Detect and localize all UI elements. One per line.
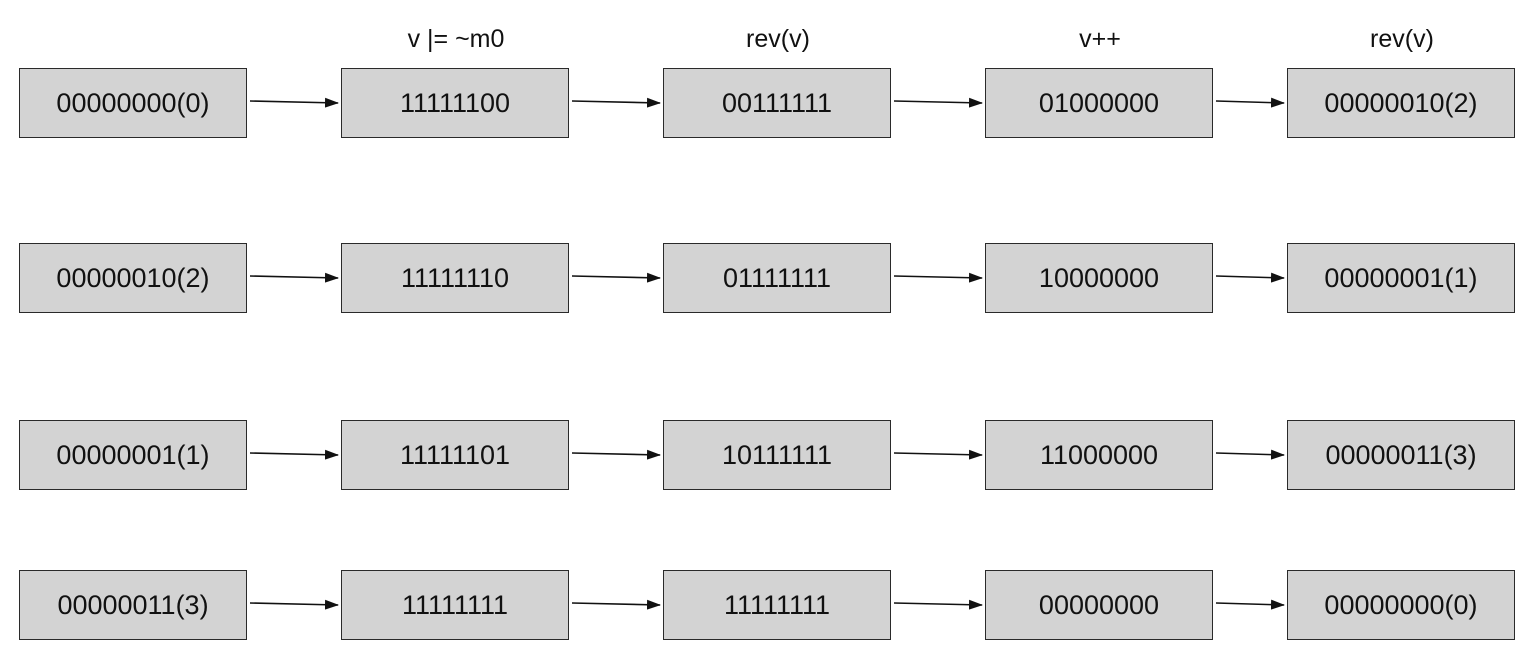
box-row2-col3: 01111111 (663, 243, 891, 313)
arrow-row3-step3 (893, 449, 983, 460)
step-label-or-not-mask: v |= ~m0 (407, 25, 505, 53)
box-row3-col2: 11111101 (341, 420, 569, 490)
box-row3-col4: 11000000 (985, 420, 1213, 490)
step-label-reverse-1: rev(v) (746, 25, 810, 53)
box-row4-col3: 11111111 (663, 570, 891, 640)
box-row1-col4: 01000000 (985, 68, 1213, 138)
box-row2-col1: 00000010(2) (19, 243, 247, 313)
box-row4-col5: 00000000(0) (1287, 570, 1515, 640)
arrow-row4-step2 (571, 599, 661, 610)
arrow-row1-step2 (571, 97, 661, 108)
arrow-row2-step3 (893, 272, 983, 283)
box-row3-col3: 10111111 (663, 420, 891, 490)
box-row1-col3: 00111111 (663, 68, 891, 138)
arrow-row4-step4 (1215, 599, 1285, 610)
box-row2-col2: 11111110 (341, 243, 569, 313)
arrow-row1-step3 (893, 97, 983, 108)
box-row3-col1: 00000001(1) (19, 420, 247, 490)
box-row4-col1: 00000011(3) (19, 570, 247, 640)
arrow-row3-step1 (249, 449, 339, 460)
arrow-row4-step1 (249, 599, 339, 610)
arrow-row2-step2 (571, 272, 661, 283)
arrow-row2-step1 (249, 272, 339, 283)
box-row4-col2: 11111111 (341, 570, 569, 640)
box-row1-col1: 00000000(0) (19, 68, 247, 138)
box-row1-col2: 11111100 (341, 68, 569, 138)
box-row1-col5: 00000010(2) (1287, 68, 1515, 138)
arrow-row3-step4 (1215, 449, 1285, 460)
box-row2-col5: 00000001(1) (1287, 243, 1515, 313)
box-row2-col4: 10000000 (985, 243, 1213, 313)
arrow-row2-step4 (1215, 272, 1285, 283)
box-row4-col4: 00000000 (985, 570, 1213, 640)
arrow-row3-step2 (571, 449, 661, 460)
step-label-reverse-2: rev(v) (1370, 25, 1434, 53)
arrow-row1-step1 (249, 97, 339, 108)
arrow-row4-step3 (893, 599, 983, 610)
step-label-increment: v++ (1079, 25, 1121, 53)
arrow-row1-step4 (1215, 97, 1285, 108)
box-row3-col5: 00000011(3) (1287, 420, 1515, 490)
